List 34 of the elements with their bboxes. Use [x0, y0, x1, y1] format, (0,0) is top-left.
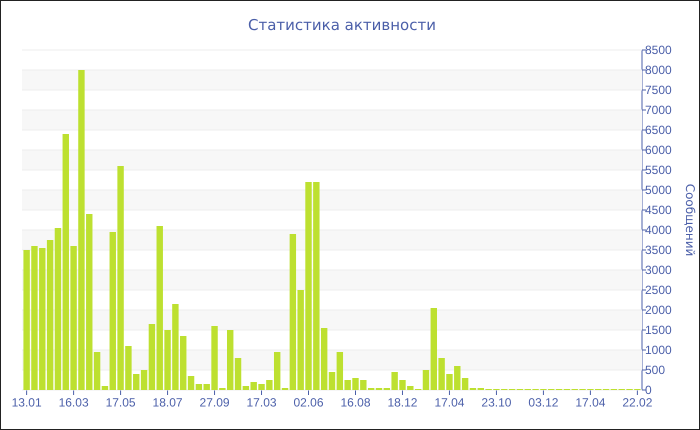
y-tick-label: 4500 [645, 202, 672, 217]
y-tick-label: 6000 [645, 142, 672, 157]
y-tick-label: 7000 [645, 102, 672, 117]
x-tick-label: 16.08 [340, 396, 371, 410]
y-tick-label: 6500 [645, 122, 672, 137]
y-tick-label: 5000 [645, 182, 672, 197]
x-tick-label: 18.12 [387, 396, 418, 410]
x-tick-label: 27.09 [200, 396, 230, 410]
y-axis-title: Сообщений [683, 184, 697, 256]
y-tick-label: 8500 [645, 42, 672, 57]
y-tick-label: 2000 [645, 302, 672, 317]
x-tick-label: 13.01 [12, 396, 42, 410]
x-tick-label: 03.12 [528, 396, 559, 410]
y-tick-label: 1500 [645, 322, 672, 337]
x-tick-label: 16.03 [58, 396, 89, 410]
x-tick-label: 02.06 [293, 396, 324, 410]
x-tick-label: 23.10 [481, 396, 512, 410]
x-tick-label: 17.04 [575, 396, 606, 410]
y-tick-label: 1000 [645, 342, 672, 357]
chart-title: Статистика активности [248, 16, 436, 34]
x-tick-label: 22.02 [622, 396, 653, 410]
x-tick-label: 17.04 [434, 396, 465, 410]
y-tick-label: 3000 [645, 262, 672, 277]
y-tick-label: 4000 [645, 222, 672, 237]
y-tick-label: 500 [645, 362, 666, 377]
x-tick-label: 17.05 [106, 396, 136, 410]
y-tick-label: 7500 [645, 82, 672, 97]
y-tick-label: 0 [645, 382, 652, 397]
x-tick-label: 18.07 [152, 396, 183, 410]
y-tick-label: 5500 [645, 162, 672, 177]
x-tick-label: 17.03 [246, 396, 277, 410]
y-tick-label: 2500 [645, 282, 672, 297]
y-tick-label: 8000 [645, 62, 672, 77]
y-tick-label: 3500 [645, 242, 672, 257]
